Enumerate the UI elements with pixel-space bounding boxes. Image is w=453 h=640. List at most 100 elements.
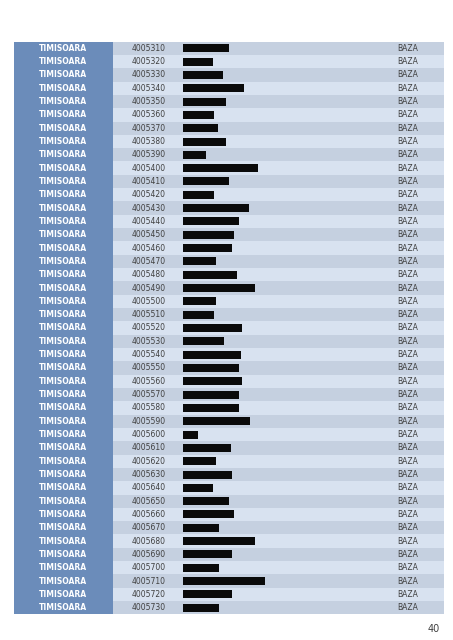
Text: TIMISOARA: TIMISOARA [39, 377, 87, 386]
Bar [113, 401, 444, 415]
Bar [183, 604, 219, 612]
Text: 4005380: 4005380 [131, 137, 165, 146]
Text: BAZA: BAZA [397, 204, 418, 212]
Bar [113, 202, 444, 215]
Bar [14, 68, 113, 81]
Bar [14, 374, 113, 388]
Text: BAZA: BAZA [397, 323, 418, 333]
Bar [113, 415, 444, 428]
Bar [183, 284, 255, 292]
Bar [113, 215, 444, 228]
Bar [14, 362, 113, 374]
Bar [14, 42, 113, 55]
Bar [113, 561, 444, 575]
Text: TIMISOARA: TIMISOARA [39, 297, 87, 306]
Bar [14, 255, 113, 268]
Text: BAZA: BAZA [397, 536, 418, 546]
Bar [113, 374, 444, 388]
Text: TIMISOARA: TIMISOARA [39, 550, 87, 559]
Bar [183, 138, 226, 145]
Bar [14, 321, 113, 335]
Text: TIMISOARA: TIMISOARA [39, 244, 87, 253]
Text: TIMISOARA: TIMISOARA [39, 110, 87, 120]
Bar [14, 561, 113, 575]
Text: BAZA: BAZA [397, 244, 418, 253]
Bar [183, 577, 265, 585]
Text: BAZA: BAZA [397, 217, 418, 226]
Bar [183, 58, 213, 65]
Text: 4005630: 4005630 [131, 470, 165, 479]
Text: 4005690: 4005690 [131, 550, 165, 559]
Bar [113, 481, 444, 495]
Text: TIMISOARA: TIMISOARA [39, 204, 87, 212]
Bar [183, 564, 219, 572]
Text: BAZA: BAZA [397, 137, 418, 146]
Bar [113, 495, 444, 508]
Bar [113, 95, 444, 108]
Bar [14, 508, 113, 521]
Bar [183, 298, 216, 305]
Bar [113, 575, 444, 588]
Text: TIMISOARA: TIMISOARA [39, 364, 87, 372]
Text: TIMISOARA: TIMISOARA [39, 44, 87, 52]
Text: TIMISOARA: TIMISOARA [39, 470, 87, 479]
Bar [183, 484, 213, 492]
Bar [113, 161, 444, 175]
Text: TIMISOARA: TIMISOARA [39, 350, 87, 359]
Bar [183, 271, 237, 278]
Bar [113, 388, 444, 401]
Text: TIMISOARA: TIMISOARA [39, 257, 87, 266]
Bar [14, 601, 113, 614]
Text: TIMISOARA: TIMISOARA [39, 137, 87, 146]
Bar [183, 390, 239, 399]
Text: 4005610: 4005610 [131, 444, 165, 452]
Text: 4005530: 4005530 [131, 337, 165, 346]
Text: BAZA: BAZA [397, 550, 418, 559]
Text: TIMISOARA: TIMISOARA [39, 270, 87, 279]
Bar [183, 364, 239, 372]
Bar [14, 81, 113, 95]
Bar [183, 191, 214, 199]
Text: TIMISOARA: TIMISOARA [39, 430, 87, 439]
Text: BAZA: BAZA [397, 177, 418, 186]
Bar [113, 521, 444, 534]
Text: TIMISOARA: TIMISOARA [39, 164, 87, 173]
Bar [183, 111, 214, 119]
Bar [113, 335, 444, 348]
Bar [14, 521, 113, 534]
Bar [14, 468, 113, 481]
Text: BAZA: BAZA [397, 337, 418, 346]
Text: TIMISOARA: TIMISOARA [39, 590, 87, 599]
Bar [14, 534, 113, 548]
Text: 4005540: 4005540 [131, 350, 165, 359]
Text: 4005550: 4005550 [131, 364, 165, 372]
Text: BAZA: BAZA [397, 497, 418, 506]
Bar [183, 164, 259, 172]
Bar [14, 55, 113, 68]
Bar [183, 84, 244, 92]
Text: BAZA: BAZA [397, 297, 418, 306]
Bar [183, 537, 255, 545]
Bar [14, 348, 113, 362]
Bar [14, 95, 113, 108]
Bar [14, 215, 113, 228]
Bar [14, 481, 113, 495]
Bar [113, 548, 444, 561]
Text: 4005570: 4005570 [131, 390, 165, 399]
Text: 4005350: 4005350 [131, 97, 165, 106]
Bar [183, 151, 206, 159]
Bar [183, 591, 232, 598]
Bar [14, 294, 113, 308]
Text: TIMISOARA: TIMISOARA [39, 417, 87, 426]
Text: 4005360: 4005360 [131, 110, 165, 120]
Text: 4005450: 4005450 [131, 230, 165, 239]
Bar [14, 308, 113, 321]
Bar [113, 148, 444, 161]
Bar [113, 241, 444, 255]
Bar [113, 255, 444, 268]
Bar [113, 321, 444, 335]
Bar [113, 228, 444, 241]
Text: TIMISOARA: TIMISOARA [39, 403, 87, 412]
Bar [113, 42, 444, 55]
Text: TIMISOARA: TIMISOARA [39, 150, 87, 159]
